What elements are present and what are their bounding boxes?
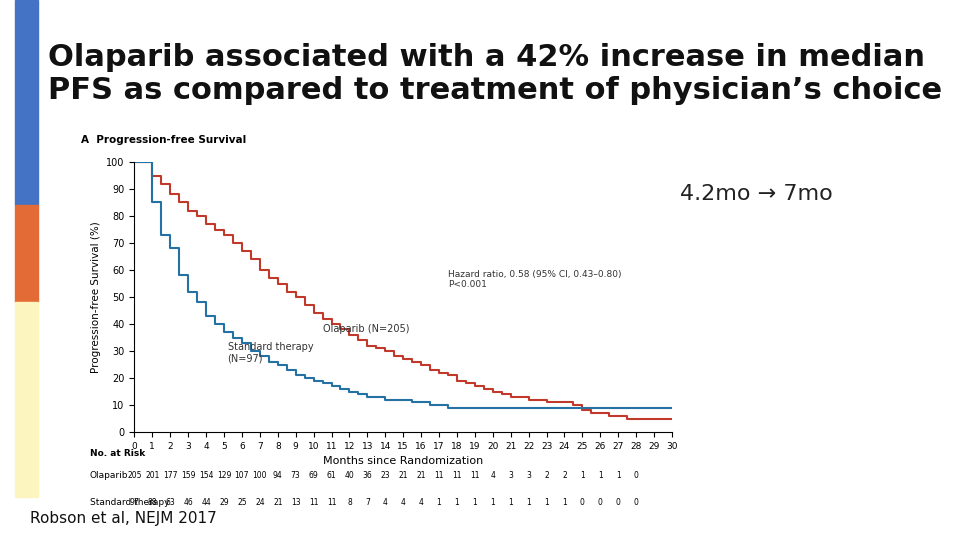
Text: 36: 36 xyxy=(363,471,372,481)
Text: 0: 0 xyxy=(598,498,603,507)
Y-axis label: Progression-free Survival (%): Progression-free Survival (%) xyxy=(91,221,101,373)
Text: 1: 1 xyxy=(455,498,459,507)
Text: 21: 21 xyxy=(398,471,408,481)
Text: 205: 205 xyxy=(127,471,142,481)
Text: 97: 97 xyxy=(130,498,139,507)
Text: 40: 40 xyxy=(345,471,354,481)
Text: 94: 94 xyxy=(273,471,282,481)
Text: 11: 11 xyxy=(452,471,462,481)
Text: 4.2mo → 7mo: 4.2mo → 7mo xyxy=(680,184,832,205)
Text: 2: 2 xyxy=(563,471,566,481)
Text: 4: 4 xyxy=(400,498,406,507)
Text: 4: 4 xyxy=(419,498,423,507)
Text: 129: 129 xyxy=(217,471,231,481)
Text: Olaparib (N=205): Olaparib (N=205) xyxy=(323,324,409,334)
Text: 21: 21 xyxy=(273,498,282,507)
Text: 4: 4 xyxy=(491,471,495,481)
Text: 44: 44 xyxy=(202,498,211,507)
Text: 25: 25 xyxy=(237,498,247,507)
Bar xyxy=(15,0,38,205)
Text: No. at Risk: No. at Risk xyxy=(89,449,145,458)
Text: 11: 11 xyxy=(326,498,336,507)
Text: Robson et al, NEJM 2017: Robson et al, NEJM 2017 xyxy=(30,511,217,526)
Text: 88: 88 xyxy=(148,498,157,507)
Text: Standard therapy: Standard therapy xyxy=(89,498,169,507)
Text: 73: 73 xyxy=(291,471,300,481)
X-axis label: Months since Randomization: Months since Randomization xyxy=(324,456,483,466)
Text: 0: 0 xyxy=(634,471,638,481)
Text: 13: 13 xyxy=(291,498,300,507)
Text: 21: 21 xyxy=(417,471,426,481)
Text: 69: 69 xyxy=(309,471,319,481)
Text: 2: 2 xyxy=(544,471,549,481)
Text: Olaparib associated with a 42% increase in median
PFS as compared to treatment o: Olaparib associated with a 42% increase … xyxy=(48,43,942,105)
Text: 11: 11 xyxy=(434,471,444,481)
Text: 63: 63 xyxy=(165,498,175,507)
Text: 0: 0 xyxy=(580,498,585,507)
Text: 7: 7 xyxy=(365,498,370,507)
Text: 8: 8 xyxy=(348,498,351,507)
Text: 1: 1 xyxy=(509,498,513,507)
Text: 46: 46 xyxy=(183,498,193,507)
Text: 3: 3 xyxy=(508,471,514,481)
Text: 4: 4 xyxy=(383,498,388,507)
Text: 29: 29 xyxy=(219,498,228,507)
Text: Hazard ratio, 0.58 (95% CI, 0.43–0.80)
P<0.001: Hazard ratio, 0.58 (95% CI, 0.43–0.80) P… xyxy=(448,270,621,289)
Text: 1: 1 xyxy=(616,471,620,481)
Text: Standard therapy
(N=97): Standard therapy (N=97) xyxy=(228,342,313,364)
Text: 107: 107 xyxy=(234,471,250,481)
Text: 154: 154 xyxy=(199,471,213,481)
Text: 1: 1 xyxy=(491,498,495,507)
Text: 61: 61 xyxy=(326,471,336,481)
Text: 0: 0 xyxy=(615,498,621,507)
Text: 201: 201 xyxy=(145,471,159,481)
Bar xyxy=(15,205,38,302)
Text: Olaparib: Olaparib xyxy=(89,471,128,481)
Text: 1: 1 xyxy=(598,471,603,481)
Text: 1: 1 xyxy=(437,498,442,507)
Text: 11: 11 xyxy=(470,471,480,481)
Bar xyxy=(15,302,38,497)
Text: A  Progression-free Survival: A Progression-free Survival xyxy=(81,135,246,145)
Text: 23: 23 xyxy=(380,471,390,481)
Text: 1: 1 xyxy=(580,471,585,481)
Text: 1: 1 xyxy=(544,498,549,507)
Text: 100: 100 xyxy=(252,471,267,481)
Text: 1: 1 xyxy=(526,498,531,507)
Text: 159: 159 xyxy=(180,471,196,481)
Text: 3: 3 xyxy=(526,471,531,481)
Text: 1: 1 xyxy=(472,498,477,507)
Text: 11: 11 xyxy=(309,498,319,507)
Text: 0: 0 xyxy=(634,498,638,507)
Text: 177: 177 xyxy=(163,471,178,481)
Text: 1: 1 xyxy=(563,498,566,507)
Text: 24: 24 xyxy=(255,498,265,507)
